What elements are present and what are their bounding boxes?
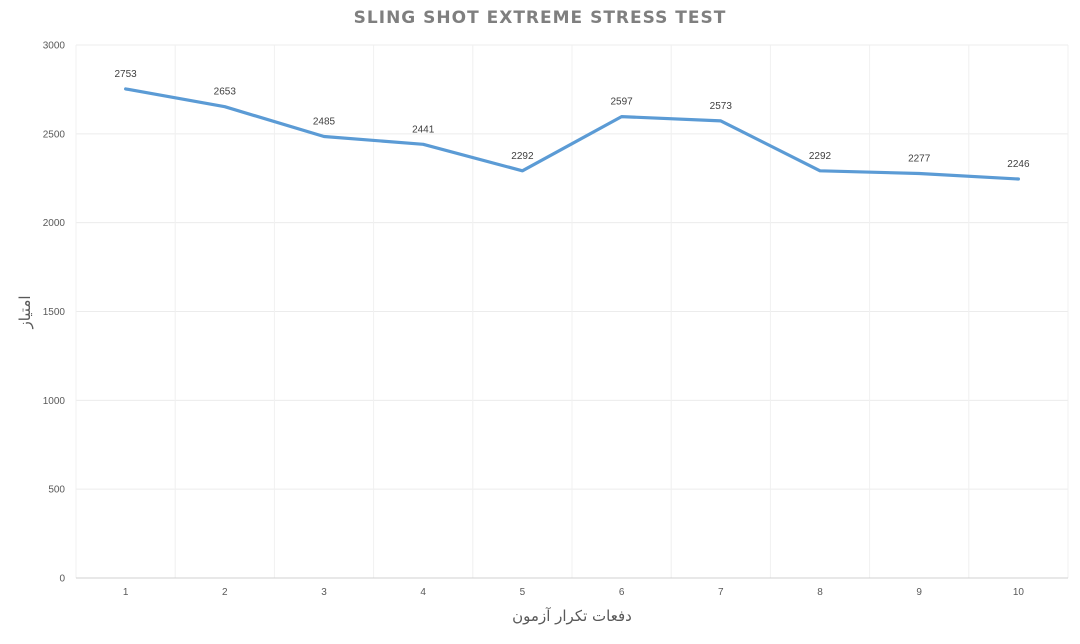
series-line	[123, 87, 1021, 181]
data-label: 2292	[809, 151, 832, 162]
x-tick-label: 3	[321, 587, 327, 598]
data-label: 2753	[114, 69, 137, 80]
y-tick-label: 3000	[43, 41, 66, 52]
x-tick-label: 5	[520, 587, 526, 598]
gridlines	[75, 44, 1069, 578]
data-label: 2292	[511, 151, 534, 162]
data-label: 2653	[214, 87, 237, 98]
y-tick-label: 1500	[43, 307, 66, 318]
y-tick-label: 2000	[43, 218, 66, 229]
y-tick-label: 2500	[43, 129, 66, 140]
y-tick-label: 1000	[43, 396, 66, 407]
x-axis-title: دفعات تکرار آزمون	[512, 607, 632, 625]
x-tick-label: 6	[619, 587, 625, 598]
data-label: 2246	[1007, 159, 1030, 170]
x-tick-label: 10	[1013, 587, 1025, 598]
data-labels: 2753 2653 2485 2441 2292 2597 2573 2292 2277 2246	[114, 69, 1029, 170]
y-tick-labels: 0 500 1000 1500 2000 2500 3000	[43, 41, 66, 585]
x-tick-label: 9	[916, 587, 922, 598]
x-tick-label: 7	[718, 587, 724, 598]
x-tick-label: 4	[420, 587, 426, 598]
x-tick-labels: 1 2 3 4 5 6 7 8 9 10	[123, 587, 1025, 598]
y-tick-label: 0	[59, 574, 65, 585]
x-tick-label: 8	[817, 587, 823, 598]
data-label: 2597	[610, 97, 633, 108]
y-tick-label: 500	[48, 485, 65, 496]
data-label: 2441	[412, 124, 435, 135]
x-tick-label: 1	[123, 587, 129, 598]
data-label: 2573	[710, 101, 733, 112]
series-line-group	[123, 87, 1021, 181]
x-tick-label: 2	[222, 587, 228, 598]
data-label: 2485	[313, 116, 336, 127]
y-axis-title: امتیاز	[16, 295, 34, 329]
data-label: 2277	[908, 153, 931, 164]
chart-title: SLING SHOT EXTREME STRESS TEST	[353, 8, 727, 28]
